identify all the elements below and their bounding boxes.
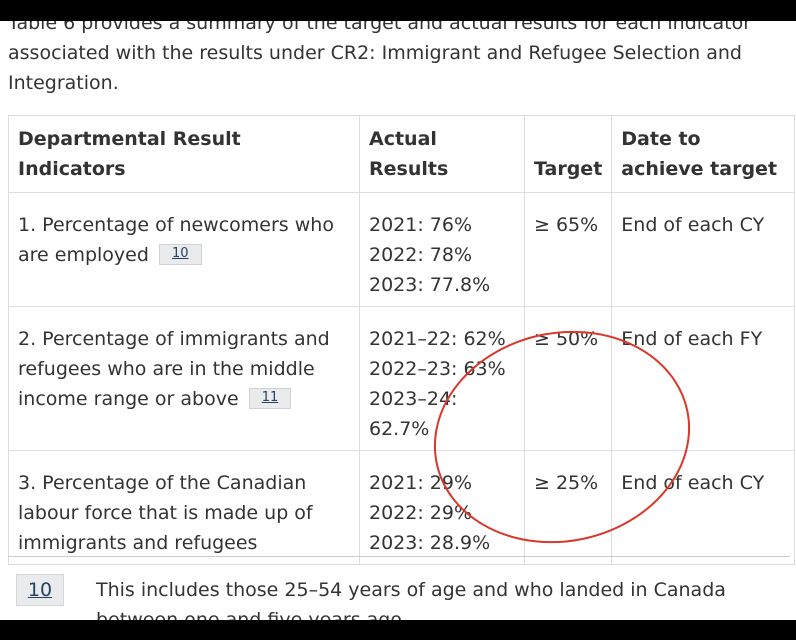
table-row: 1. Percentage of newcomers who are emplo… — [8, 192, 796, 307]
intro-paragraph: Table 6 provides a summary of the target… — [8, 12, 752, 94]
result-line: 2022–23: 63% — [369, 358, 506, 380]
result-line: 2022: 78% — [369, 244, 473, 266]
indicator-cell: 2. Percentage of immigrants and refugees… — [8, 306, 360, 451]
header-date-to-achieve: Date to achieve target — [611, 115, 796, 193]
footnote-item: 10 This includes those 25–54 years of ag… — [16, 572, 786, 620]
date-cell: End of each CY — [611, 450, 796, 565]
target-cell: ≥ 25% — [523, 450, 613, 565]
result-line: 2022: 29% — [369, 502, 473, 524]
indicator-text: 2. Percentage of immigrants and refugees… — [18, 328, 330, 410]
result-line: 2021–22: 62% — [369, 328, 506, 350]
indicator-text: 1. Percentage of newcomers who are emplo… — [18, 214, 334, 266]
footnote-ref-link[interactable]: 11 — [248, 388, 292, 409]
result-line: 2023: 28.9% — [369, 532, 491, 554]
date-cell: End of each CY — [611, 192, 796, 307]
results-table: Departmental Result Indicators Actual Re… — [8, 115, 796, 565]
footnote-ref-link[interactable]: 10 — [158, 244, 202, 265]
date-cell: End of each FY — [611, 306, 796, 451]
indicator-text: 3. Percentage of the Canadian labour for… — [18, 472, 313, 554]
header-indicators: Departmental Result Indicators — [8, 115, 360, 193]
actual-results-cell: 2021–22: 62% 2022–23: 63% 2023–24: 62.7% — [359, 306, 525, 451]
result-line: 2023: 77.8% — [369, 274, 491, 296]
top-black-bar — [0, 0, 796, 21]
indicator-cell: 3. Percentage of the Canadian labour for… — [8, 450, 360, 565]
footnote-return-link[interactable]: 10 — [16, 574, 64, 606]
result-line: 2021: 29% — [369, 472, 473, 494]
header-target: Target — [523, 115, 613, 193]
actual-results-cell: 2021: 29% 2022: 29% 2023: 28.9% — [359, 450, 525, 565]
indicator-cell: 1. Percentage of newcomers who are emplo… — [8, 192, 360, 307]
actual-results-cell: 2021: 76% 2022: 78% 2023: 77.8% — [359, 192, 525, 307]
table-header-row: Departmental Result Indicators Actual Re… — [8, 115, 796, 193]
document-content: Table 6 provides a summary of the target… — [8, 12, 796, 620]
result-line: 2023–24: 62.7% — [369, 388, 458, 440]
bottom-black-bar — [0, 620, 796, 640]
target-cell: ≥ 65% — [523, 192, 613, 307]
result-line: 2021: 76% — [369, 214, 473, 236]
header-actual-results: Actual Results — [359, 115, 525, 193]
target-cell: ≥ 50% — [523, 306, 613, 451]
footnote-text: This includes those 25–54 years of age a… — [96, 579, 726, 620]
footnotes-divider — [8, 556, 790, 557]
table-row: 3. Percentage of the Canadian labour for… — [8, 450, 796, 565]
table-row: 2. Percentage of immigrants and refugees… — [8, 306, 796, 451]
